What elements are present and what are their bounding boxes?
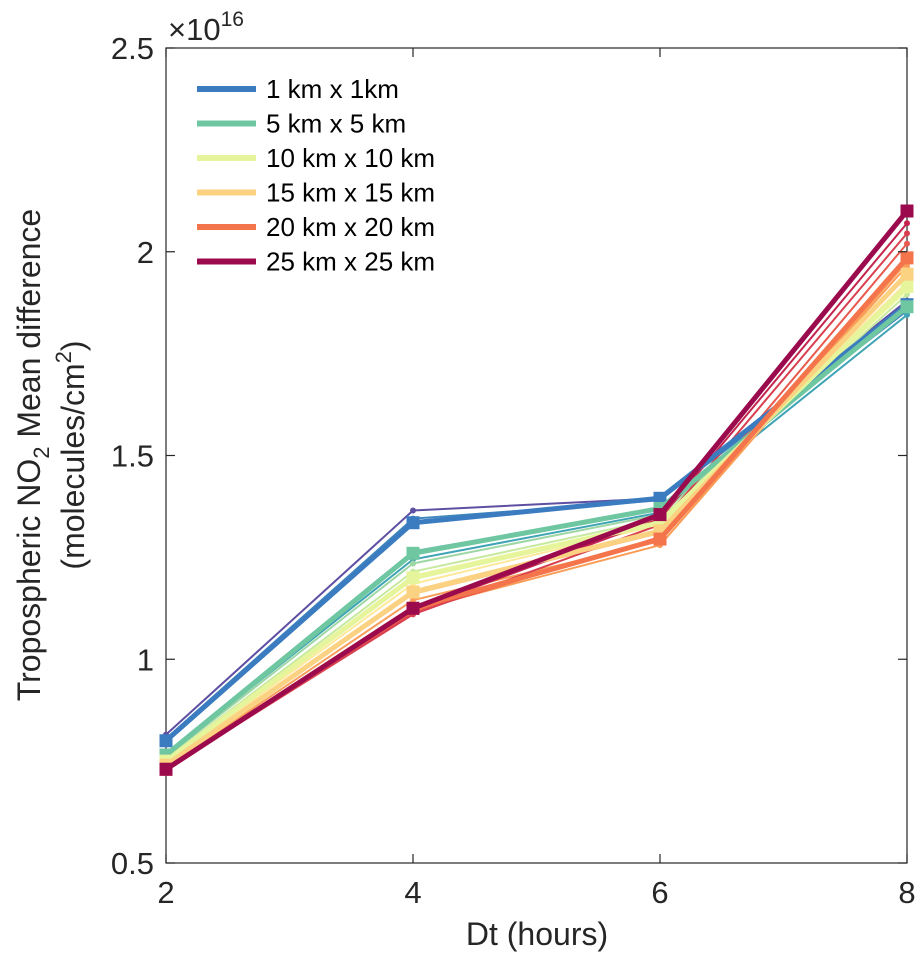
main-series-lines (159, 204, 914, 776)
series-point (653, 508, 667, 522)
series-point (406, 601, 420, 615)
x-tick-label: 2 (157, 875, 174, 910)
y-tick-label: 1.5 (111, 439, 154, 474)
thin-series-point (904, 230, 910, 237)
legend-label: 10 km x 10 km (266, 143, 435, 173)
y-tick-label: 0.5 (111, 846, 154, 881)
series-point (406, 516, 420, 530)
x-tick-label: 8 (898, 875, 915, 910)
thin-series-line (165, 289, 908, 762)
y-tick-label: 2 (137, 235, 154, 270)
series-point (900, 251, 914, 265)
legend-label: 5 km x 5 km (266, 109, 406, 139)
thin-series-point (904, 240, 910, 247)
thin-series-point (410, 507, 416, 514)
series-point (406, 571, 420, 585)
series-point (159, 734, 173, 748)
x-tick-label: 6 (651, 875, 668, 910)
thin-series-line (165, 265, 908, 769)
series-point (900, 279, 914, 293)
series-line (164, 209, 909, 772)
series-point (900, 267, 914, 281)
legend-label: 20 km x 20 km (266, 212, 435, 242)
series-point (900, 300, 914, 314)
y-tick-label: 1 (137, 642, 154, 677)
series-point (900, 204, 914, 218)
series-point (406, 585, 420, 599)
series-point (159, 762, 173, 776)
legend: 1 km x 1km 5 km x 5 km 10 km x 10 km 15 km … (197, 74, 435, 277)
x-axis-title: Dt (hours) (466, 916, 608, 952)
svg-text:Tropospheric NO2 Mean differen: Tropospheric NO2 Mean difference (11, 209, 54, 701)
legend-label: 1 km x 1km (266, 74, 399, 104)
thin-series-point (410, 597, 416, 604)
series-point (653, 491, 667, 505)
svg-text:(molecules/cm2): (molecules/cm2) (51, 340, 91, 569)
legend-label: 25 km x 25 km (266, 247, 435, 277)
x-tick-label: 4 (404, 875, 421, 910)
y-axis-title: Tropospheric NO2 Mean difference (molecu… (11, 209, 91, 701)
series-point (653, 532, 667, 546)
thin-series-point (904, 311, 910, 318)
thin-series-line (165, 242, 908, 771)
y-multiplier: ×1016 (168, 8, 244, 47)
thin-series-point (904, 220, 910, 227)
thin-series-line (165, 232, 908, 771)
legend-label: 15 km x 15 km (266, 178, 435, 208)
y-tick-label: 2.5 (111, 31, 154, 66)
thin-series-point (410, 560, 416, 567)
series-point (406, 546, 420, 560)
